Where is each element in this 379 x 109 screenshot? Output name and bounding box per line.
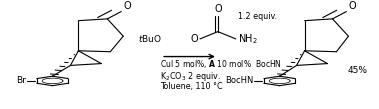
Text: 1.2 equiv.: 1.2 equiv. bbox=[238, 12, 277, 21]
Text: $\it{t}$BuO: $\it{t}$BuO bbox=[138, 33, 162, 44]
Text: BocHN: BocHN bbox=[225, 76, 254, 85]
Text: O: O bbox=[123, 1, 131, 11]
Text: O: O bbox=[214, 4, 222, 14]
Text: O: O bbox=[191, 34, 198, 44]
Text: Br: Br bbox=[16, 76, 26, 85]
Text: CuI 5 mol%, $\mathbf{A}$ 10 mol%  BocHN: CuI 5 mol%, $\mathbf{A}$ 10 mol% BocHN bbox=[160, 58, 282, 70]
Text: NH$_2$: NH$_2$ bbox=[238, 32, 258, 46]
Text: K$_2$CO$_3$ 2 equiv.: K$_2$CO$_3$ 2 equiv. bbox=[160, 70, 221, 83]
Text: 45%: 45% bbox=[348, 66, 367, 75]
Text: O: O bbox=[348, 1, 356, 11]
Text: Toluene, 110 °C: Toluene, 110 °C bbox=[160, 82, 223, 91]
